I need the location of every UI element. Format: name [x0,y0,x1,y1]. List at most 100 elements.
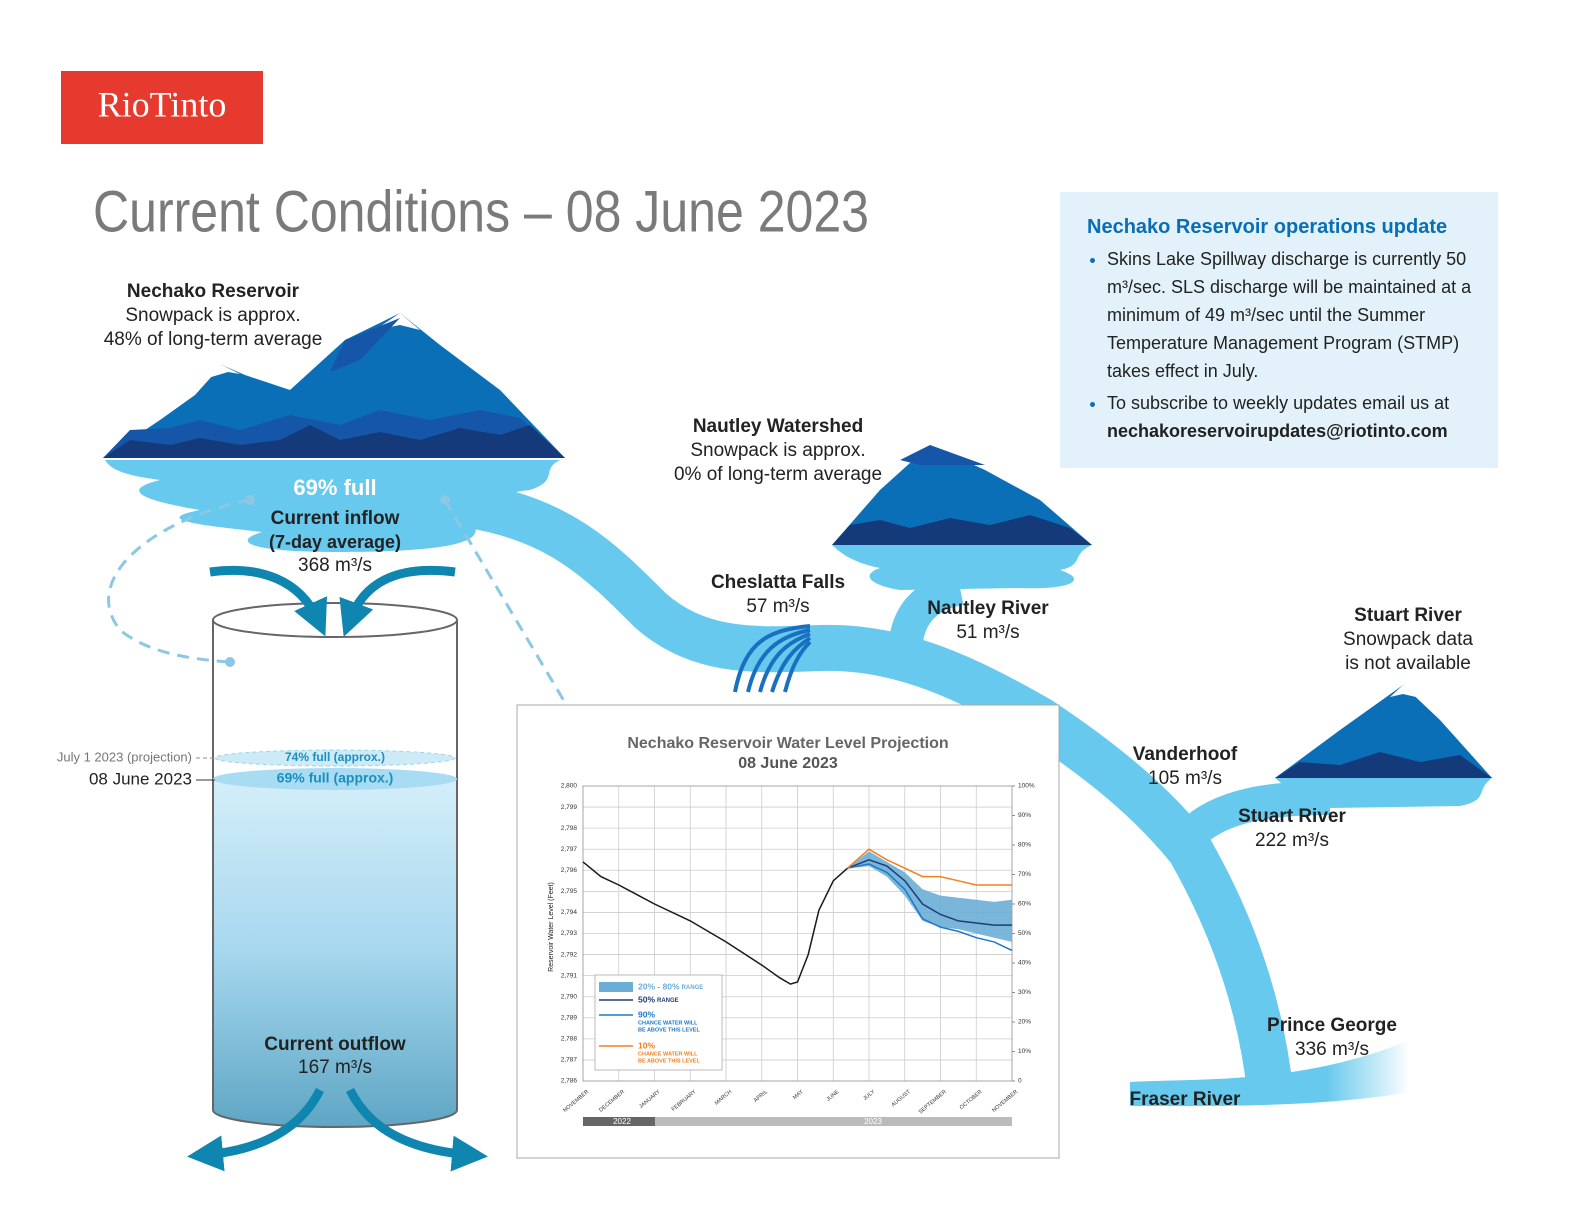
cylinder-top [212,602,458,638]
station-value: 222 m³/s [1255,830,1329,851]
y-tick-label: 2,790 [561,993,578,1000]
y-tick-label: 2,797 [561,846,578,853]
lake [1275,778,1492,808]
logo-box [61,71,263,144]
legend-note: BE ABOVE THIS LEVEL [638,1027,700,1033]
mountain-ridge [103,425,565,458]
y2-tick-label: 70% [1018,871,1031,878]
label-line: (7-day average) [269,532,401,552]
station-name: Vanderhoof [1133,744,1238,765]
station-name: Prince George [1267,1015,1397,1036]
y2-tick-label: 30% [1018,989,1031,996]
y-tick-label: 2,800 [561,783,578,790]
label-name: Nechako Reservoir [127,281,300,302]
update-list: Skins Lake Spillway discharge is current… [1087,245,1480,445]
river [888,571,964,656]
year-bar [583,1117,655,1126]
label-name: Current inflow [271,508,400,529]
connector-dot [440,495,450,505]
station-value: 51 m³/s [956,622,1019,643]
logo: RioTinto [98,84,227,124]
year-bar [655,1117,1012,1126]
snowcap [208,365,240,378]
update-title: Nechako Reservoir operations update [1087,216,1448,238]
y-tick-label: 2,791 [561,972,578,979]
label-value: 368 m³/s [298,555,372,576]
river [465,482,1293,1093]
mountain-ridge [832,515,1092,545]
station-name: Stuart River [1238,806,1346,827]
mountain-shade [330,318,400,372]
label-name: Stuart River [1354,605,1462,626]
y-tick-label: 2,795 [561,888,578,895]
y-tick-label: 2,794 [561,909,578,916]
y-tick-label: 2,792 [561,951,578,958]
y2-tick-label: 60% [1018,901,1031,908]
legend-note: CHANCE WATER WILL [638,1051,698,1057]
snowcap [1390,685,1416,697]
reservoir-fill: 69% full [293,475,376,500]
label-line: 48% of long-term average [104,329,323,350]
label-line: Snowpack is approx. [690,440,865,461]
y-tick-label: 2,789 [561,1015,578,1022]
level-current [213,768,457,790]
mountain-shade [900,445,985,465]
legend-label: 10% [638,1040,655,1050]
lake [832,545,1092,590]
legend-label: 90% [638,1009,655,1019]
label-line: Snowpack is approx. [125,305,300,326]
level-projection [214,749,456,767]
year-label: 2022 [613,1117,631,1126]
y-tick-label: 2,798 [561,825,578,832]
y2-tick-label: 100% [1018,783,1035,790]
legend-label: 20% - 80% [638,981,680,991]
y2-tick-label: 90% [1018,812,1031,819]
river [1130,1040,1410,1107]
year-label: 2023 [864,1117,882,1126]
connector [443,499,585,734]
y-axis-label: Reservoir Water Level (Feet) [548,882,555,972]
label-value: 167 m³/s [298,1057,372,1078]
level-label: 08 June 2023 [89,769,192,788]
station-name: Nautley River [927,598,1049,619]
y2-tick-label: 0 [1018,1078,1022,1085]
level-label: July 1 2023 (projection) [57,749,192,764]
station-value: 336 m³/s [1295,1039,1369,1060]
legend-swatch [599,982,633,992]
legend-note: BE ABOVE THIS LEVEL [638,1058,700,1064]
station-value: 57 m³/s [746,596,809,617]
cylinder [212,620,458,1128]
chart-title: Nechako Reservoir Water Level Projection [627,735,948,752]
y-tick-label: 2,787 [561,1057,578,1064]
mountain [1275,685,1492,778]
flow-arrows [187,565,488,1172]
mountain-ridge [1275,752,1492,778]
lake [105,460,560,552]
page-title: Current Conditions – 08 June 2023 [93,179,869,244]
y2-tick-label: 80% [1018,842,1031,849]
level-value: 74% full (approx.) [285,750,385,764]
y-tick-label: 2,799 [561,804,578,811]
series-line [582,861,848,985]
y2-tick-label: 40% [1018,960,1031,967]
label-name: Current outflow [264,1034,406,1055]
level-value: 69% full (approx.) [277,770,394,786]
legend-label: 50% [638,994,655,1004]
y-tick-label: 2,796 [561,867,578,874]
connector-dot [245,495,255,505]
update-email[interactable]: nechakoreservoirupdates@riotinto.com [1107,421,1448,441]
y2-tick-label: 20% [1018,1019,1031,1026]
update-box: Nechako Reservoir operations update Skin… [1060,192,1498,468]
series-line [847,863,1013,952]
series-line [847,848,1012,886]
legend-note: CHANCE WATER WILL [638,1020,698,1026]
connector [107,498,251,664]
station-value: 105 m³/s [1148,768,1222,789]
y-tick-label: 2,786 [561,1078,578,1085]
y-tick-label: 2,788 [561,1036,578,1043]
label-line: is not available [1345,653,1471,674]
y2-tick-label: 10% [1018,1048,1031,1055]
